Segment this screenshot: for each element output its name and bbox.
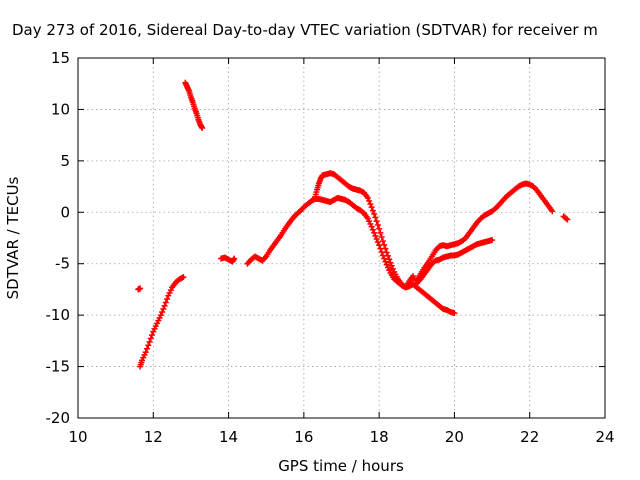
data-point: [386, 256, 393, 263]
data-point: [142, 349, 149, 356]
axis-ticks: [77, 57, 606, 419]
data-point: [564, 216, 571, 223]
x-tick-label: 16: [294, 428, 313, 446]
data-point: [367, 201, 374, 208]
data-points: [135, 79, 571, 370]
y-tick-label: 5: [60, 152, 70, 170]
x-tick-label: 20: [445, 428, 464, 446]
x-tick-label: 14: [219, 428, 238, 446]
data-point: [369, 226, 376, 233]
y-tick-label: 0: [60, 203, 70, 221]
data-point: [373, 236, 380, 243]
y-tick-label: -15: [46, 358, 71, 376]
data-point: [368, 204, 375, 211]
data-point: [369, 207, 376, 214]
data-point: [376, 225, 383, 232]
y-tick-label: -5: [55, 255, 70, 273]
data-point: [146, 338, 153, 345]
data-point: [199, 124, 206, 131]
data-point: [373, 218, 380, 225]
data-point: [489, 237, 496, 244]
x-tick-labels: 10 12 14 16 18 20 22 24: [68, 428, 614, 446]
x-axis-label: GPS time / hours: [278, 457, 404, 475]
data-point: [371, 211, 378, 217]
data-point: [382, 258, 389, 265]
data-point: [379, 252, 386, 259]
x-tick-label: 18: [370, 428, 389, 446]
data-point: [378, 249, 385, 256]
plot-frame: [77, 57, 606, 419]
data-point: [381, 255, 388, 262]
gridlines: [78, 58, 605, 418]
x-tick-label: 24: [595, 428, 614, 446]
data-point: [389, 265, 396, 272]
data-point: [378, 233, 385, 240]
chart-title: Day 273 of 2016, Sidereal Day-to-day VTE…: [12, 21, 598, 39]
data-point: [137, 285, 144, 292]
data-point: [180, 274, 187, 281]
data-point: [387, 259, 394, 266]
data-point: [377, 245, 384, 252]
data-point: [364, 194, 371, 201]
data-point: [372, 232, 379, 239]
y-tick-label: 15: [51, 49, 70, 67]
data-point: [383, 249, 390, 256]
data-point: [381, 241, 388, 248]
data-point: [372, 214, 379, 221]
y-tick-label: -20: [46, 409, 71, 427]
data-point: [374, 221, 381, 228]
data-point: [157, 312, 164, 319]
y-tick-label: -10: [46, 306, 71, 324]
data-point: [388, 262, 395, 269]
data-point: [366, 197, 373, 204]
data-point: [144, 345, 151, 352]
data-point: [162, 299, 169, 306]
data-point: [384, 252, 391, 259]
data-point: [371, 229, 378, 236]
data-point: [549, 208, 556, 215]
data-point: [368, 223, 375, 230]
data-point: [145, 342, 152, 349]
data-point: [160, 305, 167, 312]
data-point: [377, 229, 384, 236]
y-tick-label: 10: [51, 100, 70, 118]
x-tick-label: 12: [144, 428, 163, 446]
y-tick-labels: -20 -15 -10 -5 0 5 10 15: [46, 49, 71, 427]
data-point: [379, 238, 386, 245]
x-tick-label: 22: [520, 428, 539, 446]
data-point: [149, 332, 156, 339]
data-point: [451, 310, 458, 317]
data-point: [161, 302, 168, 309]
data-point: [147, 335, 154, 342]
y-axis-label: SDTVAR / TECUs: [4, 176, 22, 299]
data-point: [231, 255, 238, 262]
x-tick-label: 10: [68, 428, 87, 446]
data-point: [382, 245, 389, 252]
data-point: [374, 239, 381, 246]
data-point: [159, 309, 166, 316]
data-point: [376, 242, 383, 249]
data-point: [164, 296, 171, 303]
